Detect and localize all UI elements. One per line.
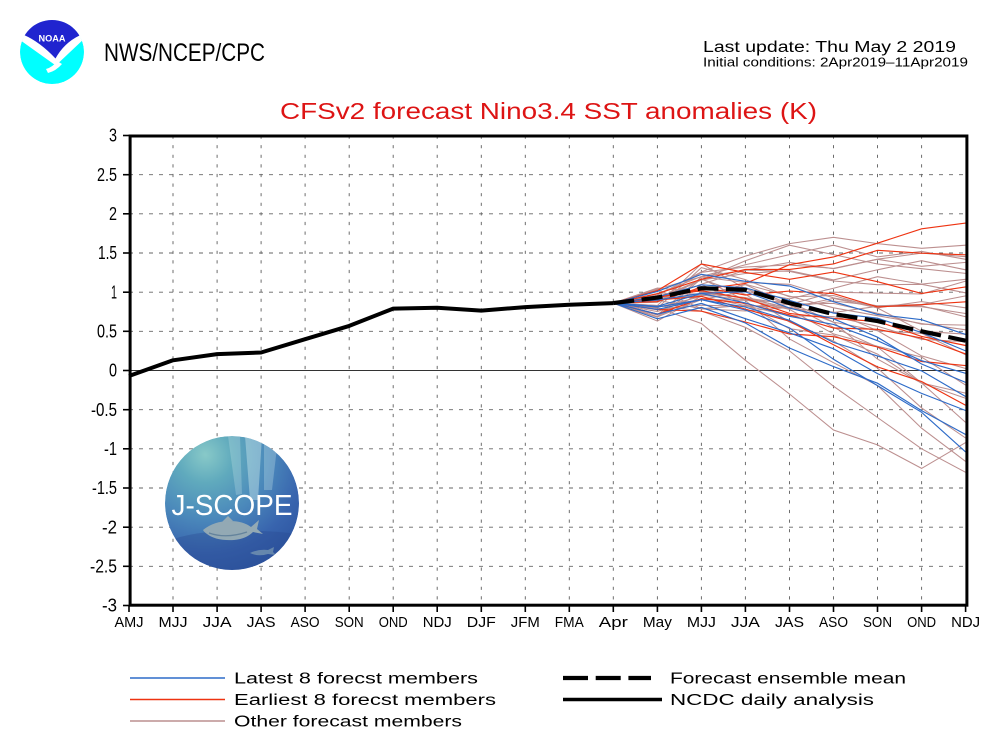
svg-text:3: 3: [109, 126, 117, 146]
svg-text:NDJ: NDJ: [423, 614, 452, 631]
svg-text:NDJ: NDJ: [951, 614, 980, 631]
svg-text:-2: -2: [102, 517, 117, 537]
svg-text:JAS: JAS: [775, 614, 804, 631]
svg-text:JAS: JAS: [247, 614, 276, 631]
svg-text:May: May: [643, 614, 673, 631]
svg-text:0: 0: [109, 361, 117, 381]
svg-text:Earliest 8 forecst members: Earliest 8 forecst members: [234, 692, 496, 709]
svg-text:-0.5: -0.5: [91, 400, 117, 420]
svg-text:OND: OND: [379, 614, 408, 631]
svg-text:JJA: JJA: [203, 614, 232, 631]
svg-text:JFM: JFM: [511, 614, 540, 631]
svg-text:CFSv2 forecast Nino3.4 SST ano: CFSv2 forecast Nino3.4 SST anomalies (K): [280, 98, 817, 124]
svg-text:Forecast ensemble mean: Forecast ensemble mean: [670, 671, 906, 688]
svg-text:Last update: Thu May 2 2019: Last update: Thu May 2 2019: [703, 39, 956, 56]
svg-text:MJJ: MJJ: [159, 614, 188, 631]
svg-text:-3: -3: [102, 596, 117, 616]
svg-text:-1: -1: [104, 439, 117, 459]
svg-text:1.5: 1.5: [98, 243, 117, 263]
svg-text:ASO: ASO: [291, 614, 320, 631]
svg-text:Latest 8 forecst members: Latest 8 forecst members: [234, 671, 478, 688]
svg-text:J-SCOPE: J-SCOPE: [172, 490, 293, 522]
svg-text:2.5: 2.5: [97, 165, 117, 185]
svg-text:NWS/NCEP/CPC: NWS/NCEP/CPC: [104, 39, 265, 67]
svg-text:NCDC daily analysis: NCDC daily analysis: [670, 692, 874, 709]
svg-text:Other forecast members: Other forecast members: [234, 714, 462, 731]
svg-text:SON: SON: [863, 614, 892, 631]
svg-text:1: 1: [111, 282, 117, 302]
svg-text:SON: SON: [335, 614, 364, 631]
svg-text:Initial conditions: 2Apr2019–1: Initial conditions: 2Apr2019–11Apr2019: [703, 55, 968, 70]
svg-text:ASO: ASO: [819, 614, 848, 631]
svg-text:2: 2: [109, 204, 117, 224]
svg-text:-2.5: -2.5: [90, 557, 117, 577]
svg-text:DJF: DJF: [467, 614, 496, 631]
svg-text:JJA: JJA: [731, 614, 760, 631]
svg-text:-1.5: -1.5: [92, 478, 117, 498]
svg-text:Apr: Apr: [599, 614, 628, 631]
svg-text:NOAA: NOAA: [39, 34, 66, 45]
svg-text:OND: OND: [907, 614, 936, 631]
svg-text:FMA: FMA: [555, 614, 584, 631]
svg-text:0.5: 0.5: [97, 322, 117, 342]
svg-text:AMJ: AMJ: [115, 614, 144, 631]
svg-text:MJJ: MJJ: [687, 614, 716, 631]
